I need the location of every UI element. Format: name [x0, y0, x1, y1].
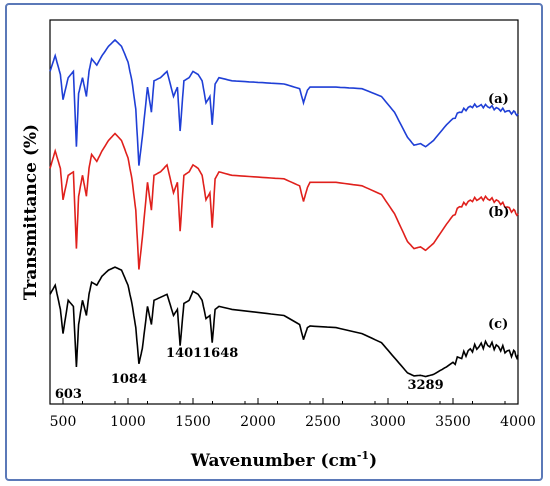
x-tick-label: 3000 — [370, 414, 406, 430]
series-line-c — [49, 266, 519, 378]
peak-label-1084: 1084 — [111, 372, 147, 387]
x-tick-label: 2500 — [305, 414, 341, 430]
series-layer — [49, 38, 519, 378]
peak-label-603: 603 — [55, 387, 82, 402]
x-tick-label: 2000 — [240, 414, 276, 430]
x-axis-title-main: Wavenumber (cm — [190, 451, 357, 471]
x-axis-title-end: ) — [369, 451, 377, 471]
peak-label-1401: 1401 — [166, 346, 202, 361]
y-axis-title: Transmittance (%) — [21, 124, 41, 300]
x-axis-title-sup: -1 — [357, 449, 369, 462]
plot-area — [49, 19, 519, 405]
series-line-a — [49, 38, 519, 166]
series-label-b: (b) — [488, 205, 509, 220]
x-tick-label: 500 — [50, 414, 77, 430]
peak-label-1648: 1648 — [202, 346, 238, 361]
x-axis-ticks: 500 1000 1500 2000 2500 3000 3500 4000 — [49, 398, 536, 430]
series-label-a: (a) — [488, 92, 509, 107]
peak-annotations: 603 1084 1401 1648 3289 — [55, 346, 444, 402]
series-line-b — [49, 132, 519, 270]
series-labels: (a) (b) (c) — [488, 92, 509, 332]
x-tick-label: 1500 — [175, 414, 211, 430]
x-tick-label: 1000 — [110, 414, 146, 430]
series-label-c: (c) — [488, 317, 508, 332]
x-tick-label: 3500 — [435, 414, 471, 430]
figure-frame — [5, 3, 543, 481]
peak-label-3289: 3289 — [407, 378, 443, 393]
plot-border — [49, 19, 519, 405]
x-tick-label: 4000 — [500, 414, 536, 430]
x-axis-title: Wavenumber (cm-1) — [190, 449, 377, 471]
